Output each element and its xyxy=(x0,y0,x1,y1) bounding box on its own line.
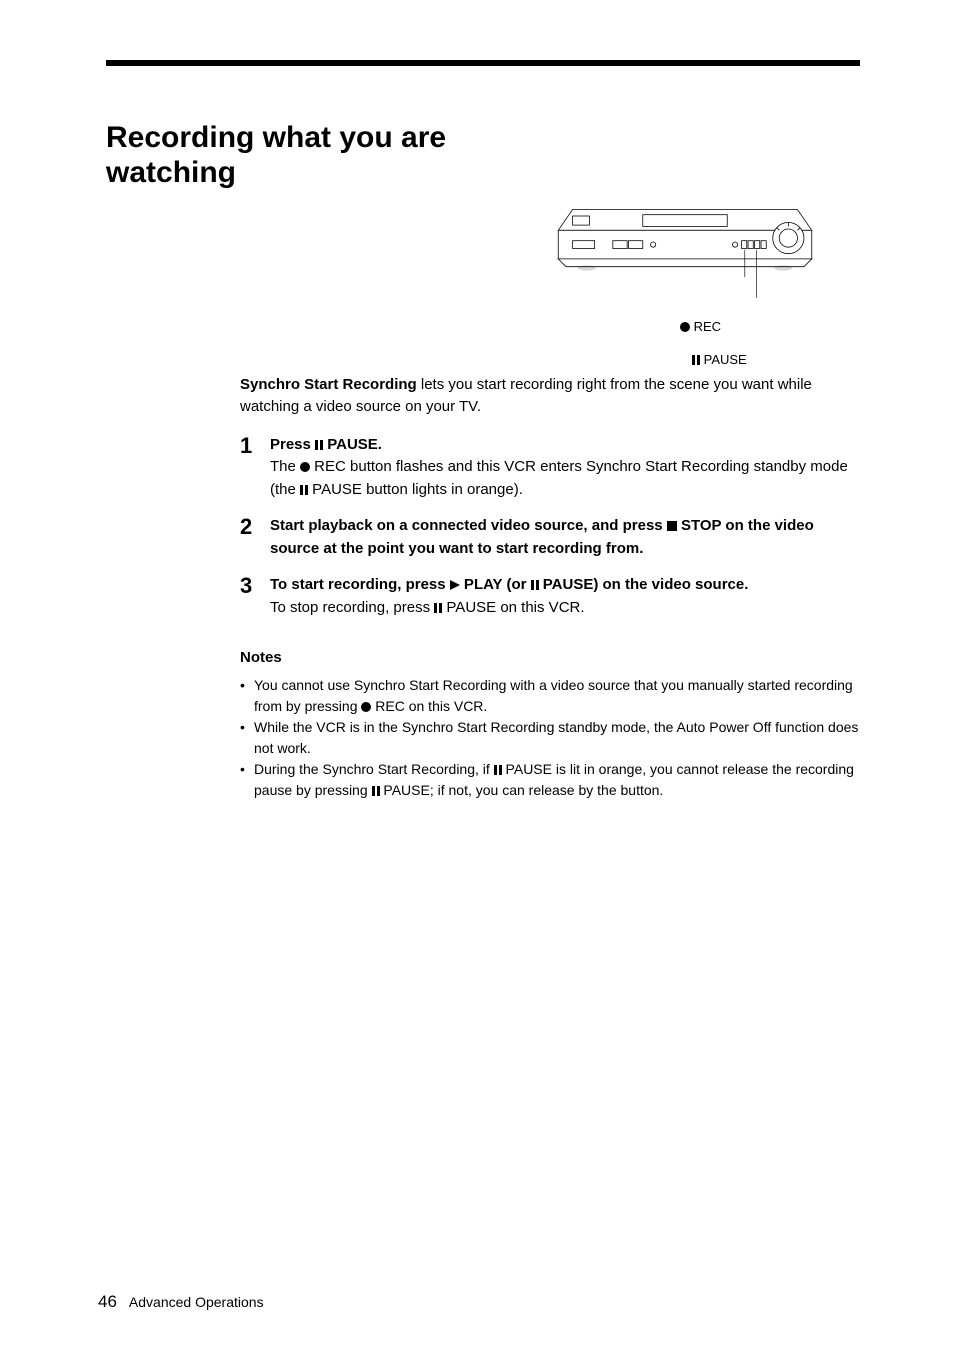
step-sub: To stop recording, press PAUSE on this V… xyxy=(270,597,860,620)
vcr-svg xyxy=(490,190,880,320)
step-num: 2 xyxy=(240,515,270,560)
bullet: • xyxy=(240,759,254,801)
rec-icon xyxy=(361,702,371,712)
step-num: 1 xyxy=(240,434,270,502)
page-footer: 46 Advanced Operations xyxy=(98,1292,264,1312)
step-1: 1 Press PAUSE. The REC button flashes an… xyxy=(240,434,860,502)
step-head: Press PAUSE. xyxy=(270,434,860,457)
pause-icon xyxy=(494,765,502,775)
note-item: • You cannot use Synchro Start Recording… xyxy=(240,675,860,717)
steps-list: 1 Press PAUSE. The REC button flashes an… xyxy=(240,434,860,620)
pause-icon xyxy=(372,786,380,796)
step-body: Start playback on a connected video sour… xyxy=(270,515,860,560)
bullet: • xyxy=(240,675,254,717)
note-item: • While the VCR is in the Synchro Start … xyxy=(240,717,860,759)
step-head: Start playback on a connected video sour… xyxy=(270,515,860,560)
rec-icon xyxy=(300,462,310,472)
notes-list: • You cannot use Synchro Start Recording… xyxy=(240,675,860,801)
pause-icon xyxy=(300,485,308,495)
pause-icon xyxy=(692,355,700,365)
notes-heading: Notes xyxy=(240,647,860,669)
step-3: 3 To start recording, press PLAY (or PAU… xyxy=(240,574,860,619)
manual-page: Recording what you are watching xyxy=(0,0,954,1352)
play-icon xyxy=(450,580,460,590)
note-item: • During the Synchro Start Recording, if… xyxy=(240,759,860,801)
step-sub: The REC button flashes and this VCR ente… xyxy=(270,456,860,501)
stop-icon xyxy=(667,521,677,531)
bullet: • xyxy=(240,717,254,759)
step-body: Press PAUSE. The REC button flashes and … xyxy=(270,434,860,502)
intro-bold: Synchro Start Recording xyxy=(240,376,417,393)
pause-label: PAUSE xyxy=(704,352,747,367)
step-num: 3 xyxy=(240,574,270,619)
body: Synchro Start Recording lets you start r… xyxy=(240,374,860,801)
step-2: 2 Start playback on a connected video so… xyxy=(240,515,860,560)
section-label: Advanced Operations xyxy=(129,1294,264,1310)
vcr-illustration: REC PAUSE xyxy=(490,190,880,325)
pause-icon xyxy=(315,440,323,450)
pause-icon xyxy=(531,580,539,590)
note-text: You cannot use Synchro Start Recording w… xyxy=(254,675,860,717)
top-rule xyxy=(106,60,860,66)
title-line-2: watching xyxy=(106,156,446,190)
notes-block: Notes • You cannot use Synchro Start Rec… xyxy=(240,647,860,801)
intro-paragraph: Synchro Start Recording lets you start r… xyxy=(240,374,860,418)
note-text: During the Synchro Start Recording, if P… xyxy=(254,759,860,801)
rec-icon xyxy=(680,322,690,332)
page-title-block: Recording what you are watching xyxy=(106,120,446,190)
step-head: To start recording, press PLAY (or PAUSE… xyxy=(270,574,860,597)
rec-label: REC xyxy=(694,319,721,334)
title-line-1: Recording what you are xyxy=(106,120,446,156)
callout-pause: PAUSE xyxy=(692,353,747,367)
note-text: While the VCR is in the Synchro Start Re… xyxy=(254,717,860,759)
step-body: To start recording, press PLAY (or PAUSE… xyxy=(270,574,860,619)
page-number: 46 xyxy=(98,1292,117,1312)
callout-rec: REC xyxy=(680,320,721,334)
